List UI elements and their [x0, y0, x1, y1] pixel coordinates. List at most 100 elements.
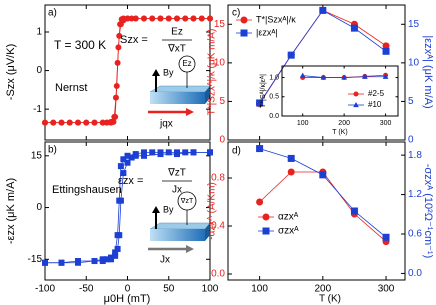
- x-tick-label: 300: [380, 120, 392, 127]
- marker: [182, 149, 189, 156]
- marker: [240, 16, 248, 24]
- marker: [157, 15, 164, 22]
- marker: [99, 258, 106, 265]
- legend-label: αzxᴬ: [278, 212, 299, 223]
- marker: [112, 252, 119, 259]
- annotation: Jx: [160, 255, 170, 266]
- marker: [75, 259, 81, 266]
- marker: [350, 24, 358, 32]
- y-tick-label: 0.0: [211, 269, 225, 280]
- marker: [319, 6, 327, 14]
- schematic-ettingshausen: [148, 191, 211, 253]
- legend-label: |εzxᴬ|: [256, 27, 278, 37]
- marker: [116, 232, 123, 239]
- annotation: Nernst: [55, 82, 87, 94]
- marker: [165, 149, 172, 156]
- marker: [111, 113, 118, 120]
- annotation: εzx =: [118, 175, 143, 187]
- marker: [120, 170, 127, 177]
- y-axis-title: T*|Sᴬ|/κ|εᴬ|: [259, 74, 267, 108]
- annotation: By: [163, 67, 174, 77]
- marker: [382, 233, 390, 241]
- marker: [174, 15, 180, 22]
- y-tick-label: 10: [214, 57, 226, 68]
- marker: [99, 119, 106, 126]
- marker: [190, 149, 197, 156]
- legend-label: σzxᴬ: [278, 226, 299, 237]
- marker: [120, 156, 127, 163]
- marker: [124, 159, 131, 166]
- y-tick-label: 0.8: [211, 173, 225, 184]
- y-tick-label: 0.4: [211, 221, 225, 232]
- series-line: [45, 18, 210, 124]
- annotation: Szx =: [120, 34, 148, 46]
- y2-tick-label: 1.8: [408, 150, 422, 161]
- series-line: [259, 148, 387, 238]
- marker: [262, 227, 270, 235]
- x-tick-label: -50: [79, 284, 94, 295]
- y-tick-label: 0.0: [269, 113, 279, 120]
- marker: [112, 94, 119, 101]
- marker: [174, 151, 180, 158]
- series-line: [45, 151, 210, 264]
- marker: [50, 119, 57, 126]
- x-tick-label: 50: [163, 284, 175, 295]
- marker: [75, 119, 81, 126]
- y-tick-label: 5: [219, 96, 225, 107]
- annotation: Ez: [182, 59, 191, 68]
- marker: [149, 149, 156, 156]
- annotation: c): [232, 8, 240, 19]
- marker: [83, 119, 90, 126]
- plot-frame: [227, 141, 406, 281]
- x-axis-title: T (K): [332, 129, 347, 136]
- y-axis-title: -εzx (μK m/A): [5, 178, 17, 244]
- marker: [382, 73, 389, 79]
- annotation: b): [48, 145, 57, 156]
- y2-tick-label: 0.6: [408, 229, 422, 240]
- y2-tick-label: 5: [408, 96, 414, 107]
- schematic-nernst: [148, 55, 211, 116]
- marker: [182, 15, 189, 22]
- marker: [114, 245, 121, 252]
- marker: [262, 213, 270, 221]
- annotation: jqx: [159, 119, 173, 130]
- x-tick-label: 300: [378, 284, 395, 295]
- y2-tick-label: 10: [408, 57, 420, 68]
- y-tick-label: 0: [36, 202, 42, 213]
- y2-tick-label: 0: [408, 135, 414, 146]
- marker: [141, 15, 147, 22]
- annotation: By: [163, 204, 174, 214]
- marker: [58, 119, 65, 126]
- marker: [256, 145, 264, 153]
- y-tick-label: 15: [214, 19, 226, 30]
- marker: [320, 74, 327, 80]
- marker: [117, 21, 124, 28]
- y-axis-title: T*|Szxᴬ|/κ (μK m/A): [207, 29, 218, 116]
- x-tick-label: 200: [314, 284, 331, 295]
- annotation: ∇zT: [180, 197, 194, 205]
- marker: [66, 119, 73, 126]
- x-tick-label: 0: [125, 284, 131, 295]
- marker: [42, 119, 48, 126]
- marker: [149, 15, 156, 22]
- x-tick-label: 100: [251, 284, 268, 295]
- annotation: d): [232, 146, 241, 157]
- annotation: Ez: [171, 27, 183, 38]
- y-axis-title: -Szx (μV/K): [5, 44, 17, 100]
- marker: [116, 32, 123, 39]
- y-tick-label: 0: [36, 65, 42, 76]
- marker: [350, 207, 358, 215]
- annotation: Ettingshausen: [52, 184, 122, 196]
- annotation: ∇xT: [167, 44, 186, 55]
- y-tick-label: 1.0: [269, 74, 279, 81]
- x-tick-label: 100: [202, 284, 219, 295]
- marker: [319, 171, 327, 179]
- marker: [353, 91, 359, 97]
- y-axis-title: -αzxᴬ (A/Km): [207, 182, 218, 240]
- legend-label: #10: [368, 100, 382, 109]
- plot-frame: [227, 4, 406, 141]
- y-tick-label: 0: [219, 135, 225, 146]
- x-tick-label: -100: [35, 284, 55, 295]
- y-tick-label: -15: [28, 254, 43, 265]
